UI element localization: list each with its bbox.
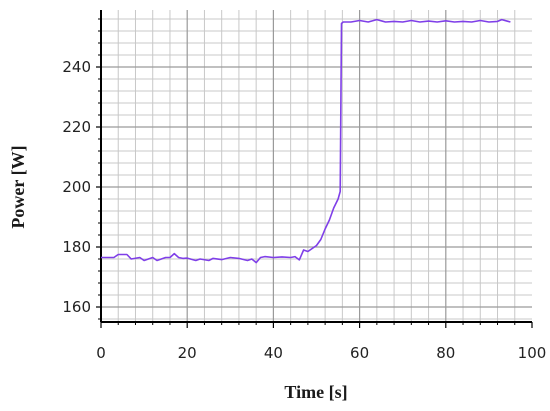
- y-tick-label: 200: [62, 178, 91, 196]
- x-tick-label: 20: [178, 344, 197, 362]
- y-tick-label: 220: [62, 118, 91, 136]
- axes: [96, 10, 533, 328]
- x-axis-title: Time [s]: [284, 382, 347, 402]
- x-tick-label: 40: [264, 344, 283, 362]
- major-grid: [101, 10, 532, 322]
- power-series-line: [101, 18, 511, 264]
- x-tick-label: 0: [96, 344, 106, 362]
- x-tick-label: 60: [350, 344, 369, 362]
- y-tick-label: 180: [62, 238, 91, 256]
- y-tick-label: 240: [62, 58, 91, 76]
- y-tick-label: 160: [62, 298, 91, 316]
- x-tick-labels: 0 20 40 60 80 100: [96, 344, 546, 362]
- series-layer: [101, 18, 511, 264]
- minor-grid: [101, 10, 532, 322]
- x-tick-label: 80: [436, 344, 455, 362]
- y-tick-labels: 160 180 200 220 240: [62, 58, 91, 316]
- y-axis-title: Power [W]: [8, 145, 28, 228]
- x-tick-label: 100: [518, 344, 547, 362]
